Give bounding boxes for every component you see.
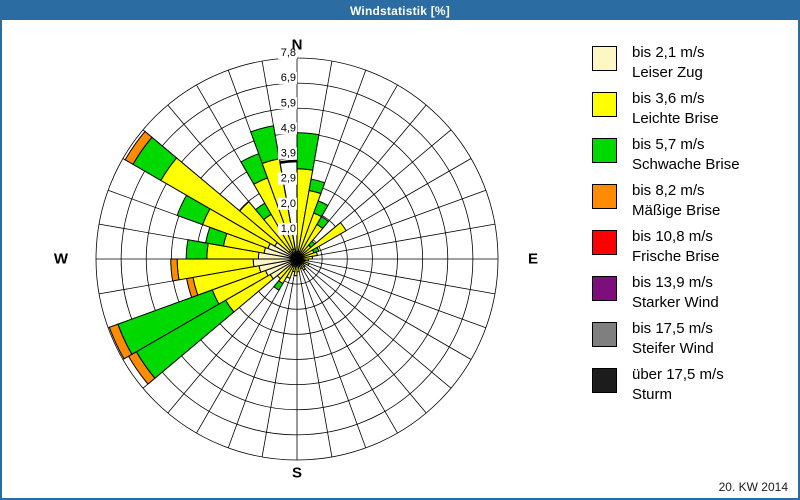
grid-spoke <box>296 258 333 458</box>
legend-swatch-storm <box>592 368 617 393</box>
grid-spoke <box>296 258 472 360</box>
ring-tick-label: 5,9 <box>281 97 296 109</box>
wind-rose-petal-segment <box>239 201 292 254</box>
compass-label-west: W <box>53 250 69 268</box>
wind-rose-petal-segment <box>298 262 306 271</box>
wind-rose-petal-segment <box>302 221 347 256</box>
ring-tick-label: 2,0 <box>281 198 296 210</box>
ring-tick-label: 2,9 <box>281 173 296 185</box>
ring-label-box <box>278 47 297 59</box>
ring-label-box <box>278 122 297 135</box>
grid-spoke <box>296 258 487 329</box>
wind-rose-petal-segment <box>301 251 318 259</box>
legend-swatch-weak-breeze <box>592 138 617 163</box>
ring-label-box <box>278 222 297 235</box>
wind-rose-petal-segment <box>296 132 320 171</box>
ring-label-box <box>278 97 297 110</box>
legend-item: bis 13,9 m/s Starker Wind <box>590 274 790 320</box>
grid-spoke <box>296 258 496 295</box>
legend-item: bis 10,8 m/s Frische Brise <box>590 228 790 274</box>
wind-rose-petal-segment <box>308 178 326 195</box>
wind-rose-petal-segment <box>311 246 320 254</box>
legend-name: Steifer Wind <box>632 340 714 357</box>
compass-label-north: N <box>291 36 303 54</box>
wind-rose-petal-segment <box>170 258 180 282</box>
legend-speed: über 17,5 m/s <box>632 366 724 383</box>
grid-spoke <box>296 258 427 414</box>
ring-tick-label: 7,8 <box>281 47 296 59</box>
grid-spoke <box>296 223 496 260</box>
window-title: Windstatistik [%] <box>350 4 450 18</box>
wind-rose-petal-segment <box>124 130 153 165</box>
grid-spoke <box>296 258 398 434</box>
legend-name: Leichte Brise <box>632 110 719 127</box>
legend-swatch-moderate-breeze <box>592 184 617 209</box>
compass-label-south: S <box>291 464 303 482</box>
legend-speed: bis 8,2 m/s <box>632 182 705 199</box>
legend-speed: bis 13,9 m/s <box>632 274 713 291</box>
legend-item: bis 8,2 m/s Mäßige Brise <box>590 182 790 228</box>
wind-rose-petal-segment <box>296 255 313 260</box>
legend-item: bis 2,1 m/s Leiser Zug <box>590 44 790 90</box>
grid-spoke <box>261 258 298 458</box>
compass-label-east: E <box>527 250 539 268</box>
wind-rose-svg: 1,0 2,0 2,9 3,9 4,9 5,9 6,9 7,8 <box>95 47 499 461</box>
legend-item: bis 5,7 m/s Schwache Brise <box>590 136 790 182</box>
legend-name: Leiser Zug <box>632 64 703 81</box>
wind-rose-petal-segment <box>273 280 284 291</box>
legend-name: Starker Wind <box>632 294 719 311</box>
wind-rose-petal-segment <box>316 215 330 230</box>
legend-name: Schwache Brise <box>632 156 740 173</box>
grid-spoke <box>227 258 298 449</box>
legend-item: bis 3,6 m/s Leichte Brise <box>590 90 790 136</box>
legend-item: über 17,5 m/s Sturm <box>590 366 790 412</box>
wind-rose-petal-segment <box>250 125 280 164</box>
title-bar[interactable]: Windstatistik [%] <box>2 2 798 20</box>
date-label: 20. KW 2014 <box>718 480 788 494</box>
legend-name: Sturm <box>632 386 673 403</box>
ring-tick-label: 3,9 <box>281 148 296 160</box>
legend-speed: bis 17,5 m/s <box>632 320 713 337</box>
ring-tick-label: 6,9 <box>281 72 296 84</box>
rose-center-dot <box>293 255 301 263</box>
wind-rose-petal-segment <box>313 200 329 218</box>
wind-rose-petal-segment <box>108 323 133 360</box>
legend-name: Mäßige Brise <box>632 202 721 219</box>
legend-speed: bis 10,8 m/s <box>632 228 713 245</box>
ring-tick-label: 1,0 <box>281 223 296 235</box>
legend-swatch-calm <box>592 46 617 71</box>
ring-label-box <box>278 147 297 160</box>
legend-swatch-fresh-breeze <box>592 230 617 255</box>
legend-name: Frische Brise <box>632 248 720 265</box>
legend-swatch-light-breeze <box>592 92 617 117</box>
grid-spoke <box>296 258 452 389</box>
ring-tick-label: 4,9 <box>281 122 296 134</box>
wind-rose-petal-segment <box>300 260 310 267</box>
legend-swatch-stiff-wind <box>592 322 617 347</box>
wind-rose-petal-segment <box>293 266 298 277</box>
wind-rose-petal-segment <box>185 239 209 260</box>
legend-speed: bis 3,6 m/s <box>632 90 705 107</box>
ring-label-box <box>278 72 297 85</box>
grid-spoke <box>296 189 487 260</box>
outlined-petal-top <box>279 159 298 164</box>
ring-label-box <box>278 172 297 185</box>
legend-swatch-strong-wind <box>592 276 617 301</box>
wind-rose-chart: 1,0 2,0 2,9 3,9 4,9 5,9 6,9 7,8 N E S W bis 2,1… <box>2 20 798 498</box>
legend-speed: bis 5,7 m/s <box>632 136 705 153</box>
grid-spoke <box>296 258 367 449</box>
ring-label-box <box>278 197 297 210</box>
legend-speed: bis 2,1 m/s <box>632 44 705 61</box>
legend-item: bis 17,5 m/s Steifer Wind <box>590 320 790 366</box>
